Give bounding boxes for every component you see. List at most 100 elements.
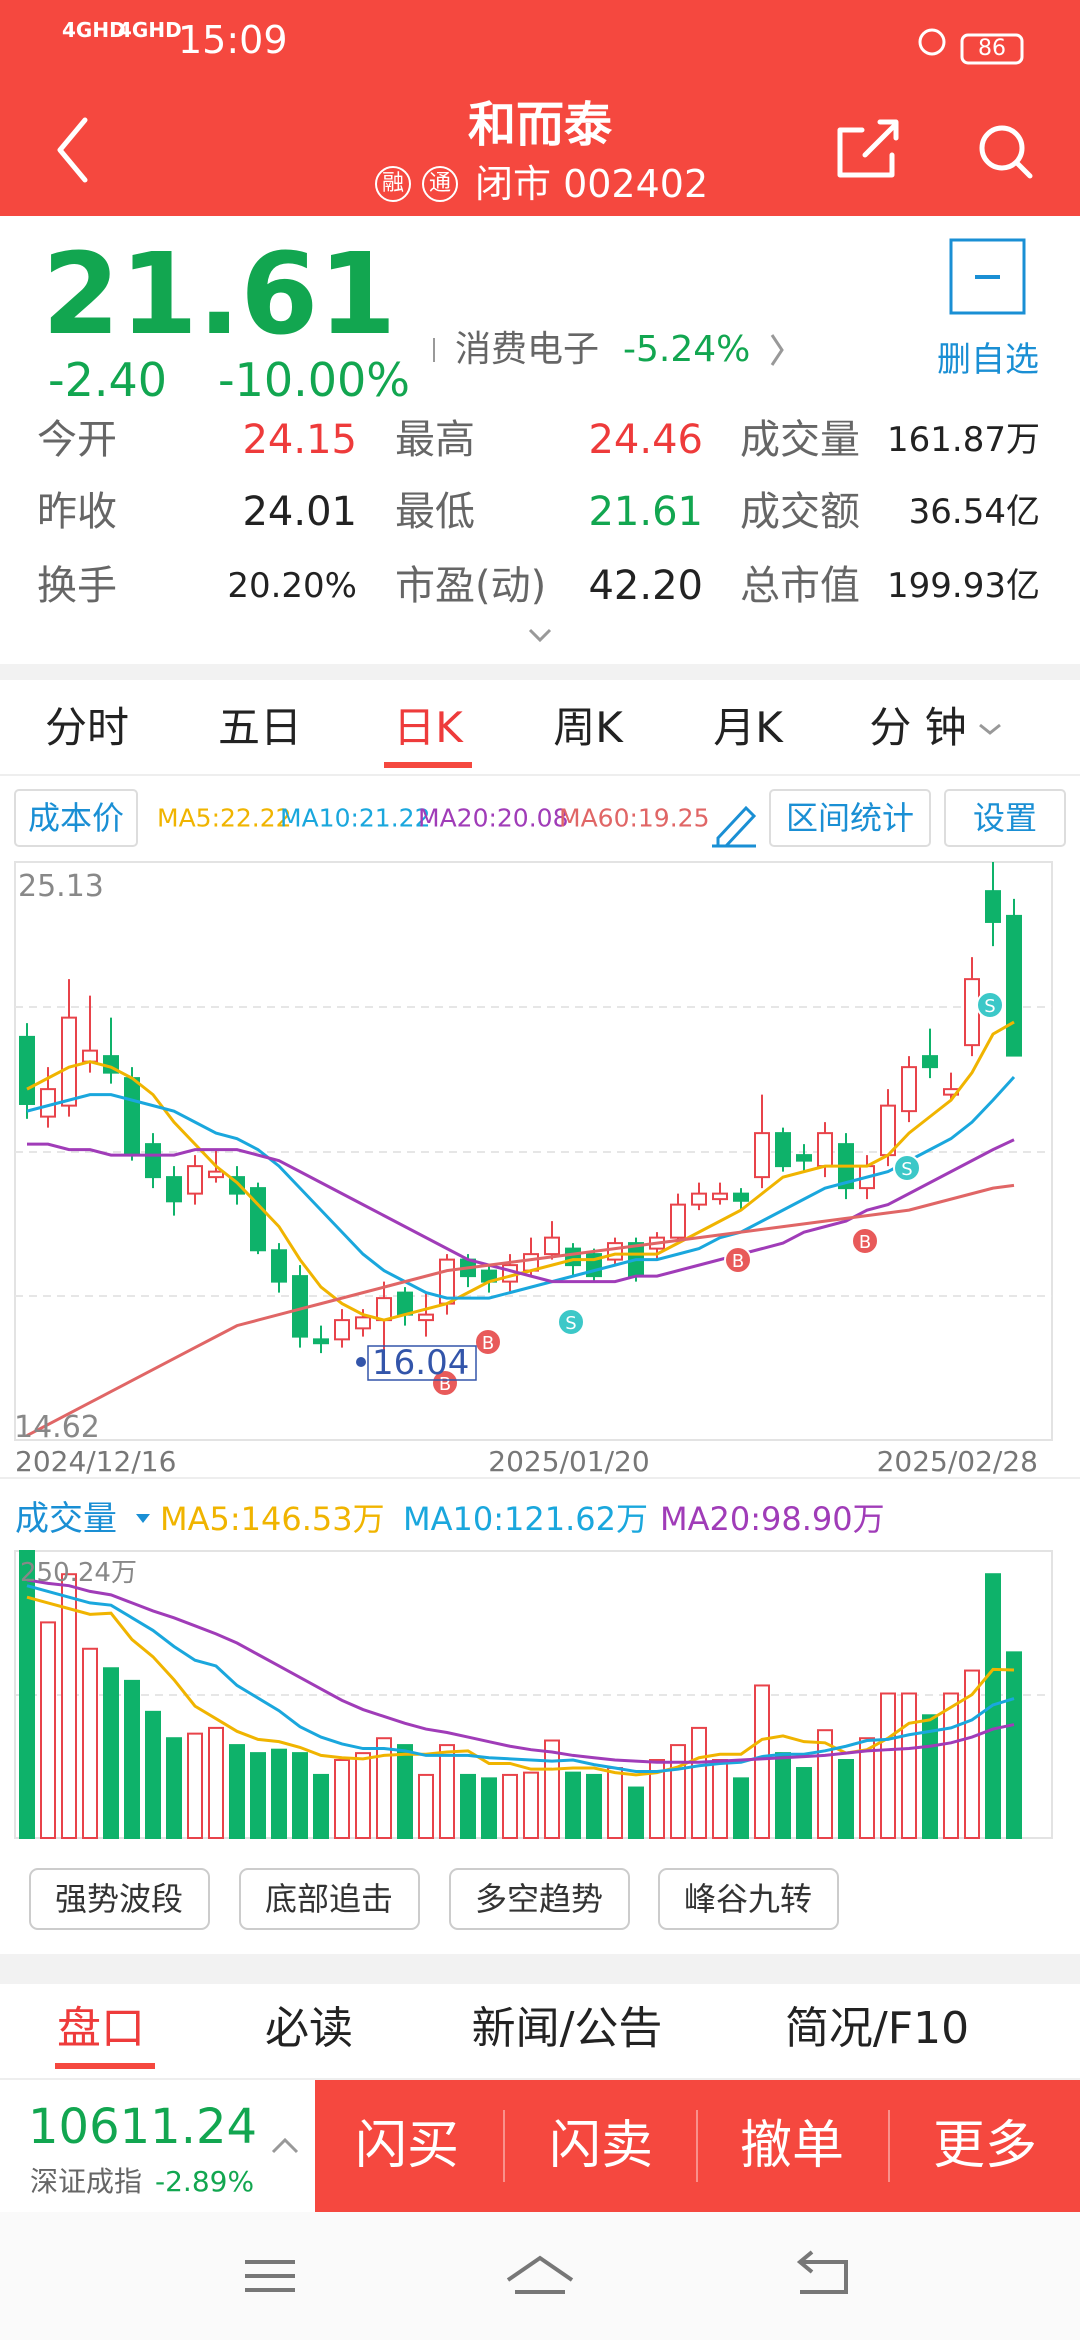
- candle-body: [880, 1104, 896, 1157]
- header-bar: [0, 0, 1080, 216]
- network: 4GHD: [118, 18, 182, 42]
- x-tick-label: 2025/02/28: [876, 1445, 1038, 1478]
- stock-name: 和而泰: [467, 97, 613, 153]
- volume-bar: [712, 1759, 728, 1839]
- search-icon[interactable]: [979, 125, 1025, 171]
- action-bar: [315, 2080, 1080, 2212]
- action-button[interactable]: 撤单: [739, 2116, 845, 2176]
- action-button[interactable]: 更多: [932, 2116, 1038, 2176]
- index-value: 10611.24: [28, 2099, 258, 2155]
- candle-body: [271, 1249, 287, 1283]
- bottom-tab[interactable]: 盘口: [57, 2003, 145, 2054]
- volume-bar: [187, 1732, 203, 1840]
- tab[interactable]: 月K: [713, 703, 783, 752]
- menu-icon[interactable]: [245, 2260, 295, 2292]
- range-label[interactable]: 区间统计: [785, 799, 915, 837]
- share-icon[interactable]: [837, 119, 899, 178]
- volume-bar: [817, 1729, 833, 1840]
- divider: [0, 774, 1080, 776]
- volume-bar: [481, 1777, 497, 1839]
- tab[interactable]: 日K: [393, 703, 463, 752]
- field-value: 20.20%: [227, 566, 357, 606]
- action-button[interactable]: 闪卖: [548, 2116, 654, 2176]
- candle-body: [61, 1016, 77, 1107]
- ma-line: [26, 1076, 1016, 1300]
- field-label: 昨收: [37, 489, 117, 535]
- field-value: 24.01: [242, 489, 357, 535]
- field-label: 总市值: [740, 563, 860, 609]
- signal-marker: [851, 1227, 879, 1255]
- chevron[interactable]: [770, 334, 784, 366]
- home-icon[interactable]: [506, 2255, 574, 2294]
- signal-label: S: [901, 1159, 912, 1180]
- volume-bar: [103, 1667, 119, 1839]
- field-label: 换手: [37, 563, 117, 609]
- volume-bar: [523, 1771, 539, 1839]
- volume-bar: [19, 1550, 35, 1839]
- candle-body: [187, 1165, 203, 1195]
- volume-bar: [943, 1692, 959, 1839]
- candle-body: [19, 1035, 35, 1105]
- candle-body: [418, 1313, 434, 1322]
- search-icon-handle: [1014, 160, 1033, 179]
- candle-body: [124, 1077, 140, 1157]
- volume-bar: [733, 1777, 749, 1839]
- candle-body: [817, 1132, 833, 1168]
- settings-label[interactable]: 设置: [972, 799, 1038, 837]
- expand-chevron[interactable]: [528, 628, 552, 643]
- field-label: 市盈(动): [395, 563, 547, 609]
- range-button[interactable]: [769, 789, 931, 847]
- market-status: 闭市 002402: [475, 162, 709, 206]
- tab[interactable]: 五日: [217, 703, 303, 752]
- x-tick-label: 2024/12/16: [15, 1445, 177, 1478]
- volume-dropdown[interactable]: [136, 1514, 150, 1523]
- watch-label[interactable]: 删自选: [937, 340, 1039, 380]
- volume-title[interactable]: 成交量: [15, 1499, 117, 1539]
- tool-label[interactable]: 底部追击: [264, 1880, 394, 1918]
- volume-legend: MA20:98.90万: [660, 1500, 885, 1538]
- candle-body: [964, 978, 980, 1047]
- tab[interactable]: 分时: [44, 703, 130, 752]
- signal-marker: [474, 1328, 502, 1356]
- volume-bar: [229, 1744, 245, 1840]
- signal-marker: [724, 1246, 752, 1274]
- tool-label[interactable]: 多空趋势: [474, 1880, 604, 1918]
- cost-button-label[interactable]: 成本价: [27, 799, 125, 837]
- tab[interactable]: 分 钟: [869, 703, 967, 752]
- tool-label[interactable]: 强势波段: [54, 1880, 184, 1918]
- action-button[interactable]: 闪买: [354, 2116, 460, 2176]
- candle-body: [313, 1338, 329, 1345]
- y-min-label: 14.62: [14, 1410, 100, 1445]
- field-value: 21.61: [588, 489, 703, 535]
- bottom-tab[interactable]: 简况/F10: [784, 2003, 970, 2054]
- tab[interactable]: 周K: [553, 703, 623, 752]
- signal-label: B: [859, 1232, 871, 1253]
- draw-icon[interactable]: [712, 805, 757, 848]
- bottom-tab[interactable]: 新闻/公告: [471, 2003, 663, 2054]
- signal-marker: [557, 1308, 585, 1336]
- tool-label[interactable]: 峰谷九转: [683, 1880, 813, 1918]
- settings-button[interactable]: [944, 789, 1066, 847]
- ma-legend: MA10:21.22: [280, 803, 431, 833]
- index-pct: -2.89%: [155, 2165, 255, 2198]
- price: 21.61: [42, 230, 397, 360]
- volume-bar: [376, 1737, 392, 1840]
- watch-button[interactable]: [949, 238, 1026, 315]
- field-label: 成交量: [740, 417, 860, 463]
- bottom-tab[interactable]: 必读: [265, 2003, 353, 2054]
- volume-bar: [292, 1752, 308, 1840]
- expand-icon[interactable]: [271, 2137, 299, 2154]
- volume-bar: [271, 1748, 287, 1839]
- back-nav-icon[interactable]: [796, 2250, 848, 2294]
- field-label: 最高: [395, 417, 475, 463]
- x-tick-label: 2025/01/20: [488, 1445, 650, 1478]
- alarm-icon: [918, 28, 946, 56]
- cost-button[interactable]: [14, 789, 138, 847]
- volume-bar: [397, 1744, 413, 1840]
- candle-body: [544, 1236, 560, 1256]
- network: 4GHD: [62, 18, 126, 42]
- volume-ma-line: [26, 1584, 1015, 1773]
- candle-body: [166, 1176, 182, 1203]
- back-icon[interactable]: [57, 117, 88, 183]
